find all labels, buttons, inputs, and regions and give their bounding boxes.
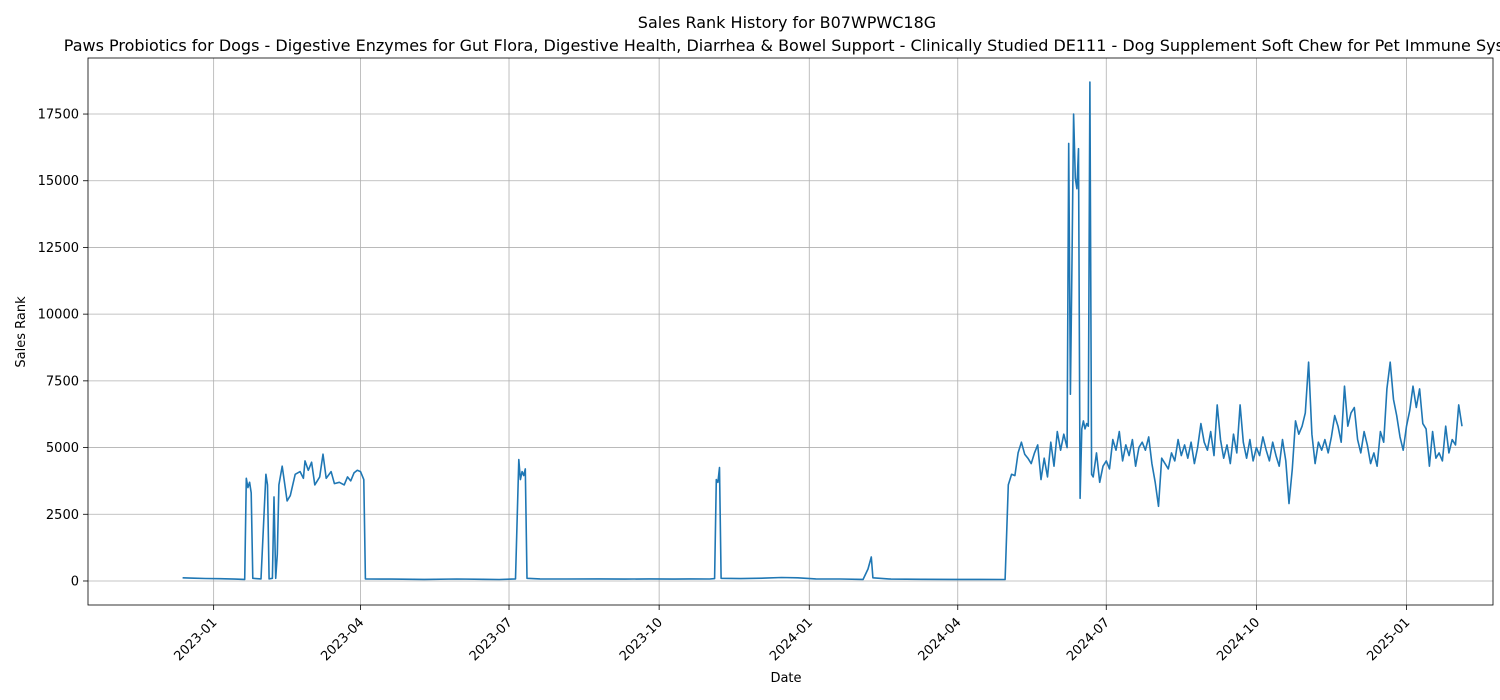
y-tick-label: 17500: [38, 108, 79, 123]
series-layer: [182, 81, 1463, 581]
chart-subtitle: Paws Probiotics for Dogs - Digestive Enz…: [64, 36, 1500, 55]
x-tick-label: 2025-01: [1364, 615, 1413, 664]
y-tick-label: 2500: [46, 508, 79, 523]
x-tick-label: 2023-07: [467, 615, 516, 664]
grid-layer: [88, 58, 1493, 605]
x-tick-label: 2024-01: [767, 615, 816, 664]
x-tick-label: 2024-04: [916, 615, 965, 664]
y-axis-label: Sales Rank: [14, 296, 29, 368]
y-tick-label: 7500: [46, 374, 79, 389]
x-tick-label: 2024-07: [1064, 615, 1113, 664]
x-tick-label: 2023-04: [318, 615, 367, 664]
y-tick-label: 10000: [38, 308, 79, 323]
y-tick-label: 12500: [38, 241, 79, 256]
y-tick-label: 0: [71, 574, 79, 589]
x-axis-label: Date: [770, 671, 801, 686]
y-tick-label: 15000: [38, 174, 79, 189]
series-line-0: [182, 81, 1463, 581]
x-tick-label: 2024-10: [1214, 615, 1263, 664]
x-tick-label: 2023-01: [171, 615, 220, 664]
plot-frame: [87, 57, 1494, 606]
y-tick-label: 5000: [46, 441, 79, 456]
chart-title: Sales Rank History for B07WPWC18G: [638, 13, 936, 32]
x-tick-label: 2023-10: [617, 615, 666, 664]
